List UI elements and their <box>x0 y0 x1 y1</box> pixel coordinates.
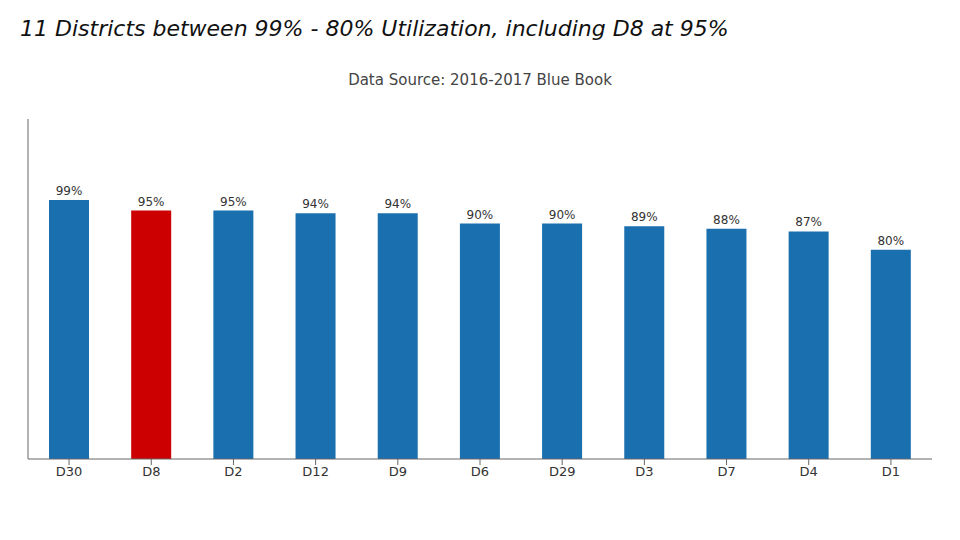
svg-text:D9: D9 <box>389 464 407 479</box>
svg-text:94%: 94% <box>302 197 329 211</box>
svg-text:90%: 90% <box>549 208 576 222</box>
svg-text:87%: 87% <box>795 215 822 229</box>
svg-text:D4: D4 <box>800 464 818 479</box>
svg-text:D1: D1 <box>882 464 900 479</box>
svg-text:D30: D30 <box>56 464 83 479</box>
svg-text:90%: 90% <box>467 208 494 222</box>
svg-text:99%: 99% <box>56 184 83 198</box>
svg-text:D8: D8 <box>142 464 160 479</box>
svg-text:94%: 94% <box>384 197 411 211</box>
svg-text:95%: 95% <box>220 195 247 209</box>
svg-text:D6: D6 <box>471 464 489 479</box>
html-text:11 Districts between 99% - 80%: 11 Districts between 99% - 80% Utilizati… <box>20 16 729 41</box>
svg-text:95%: 95% <box>138 195 165 209</box>
svg-text:D3: D3 <box>635 464 653 479</box>
svg-text:89%: 89% <box>631 210 658 224</box>
svg-text:D2: D2 <box>224 464 242 479</box>
svg-text:D7: D7 <box>717 464 735 479</box>
html-text:Data Source: 2016-2017 Blue Bo: Data Source: 2016-2017 Blue Book <box>348 71 612 89</box>
svg-text:D29: D29 <box>549 464 576 479</box>
svg-text:88%: 88% <box>713 213 740 227</box>
svg-text:D12: D12 <box>302 464 329 479</box>
svg-text:80%: 80% <box>877 234 904 248</box>
